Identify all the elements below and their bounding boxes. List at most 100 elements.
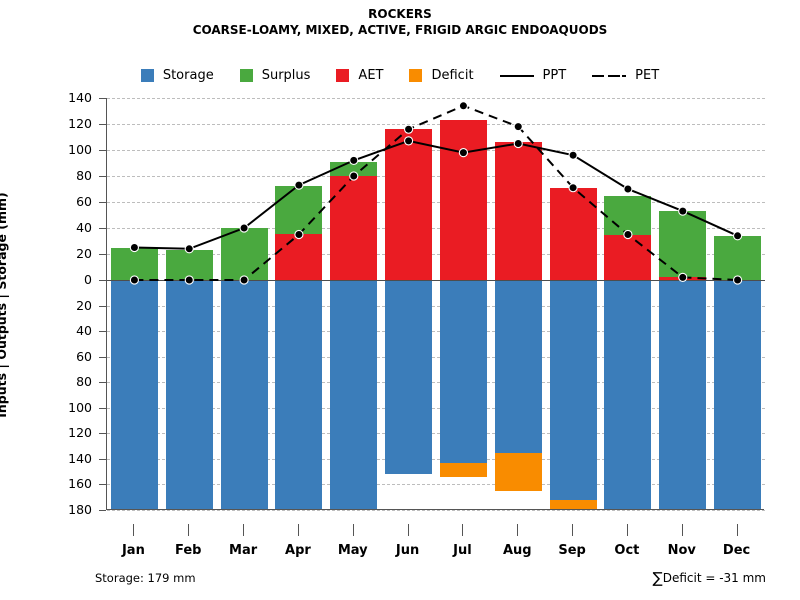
y-tick-mark (99, 458, 106, 460)
surplus-segment (275, 186, 323, 235)
surplus-segment (165, 250, 213, 280)
x-tick-mark (352, 524, 354, 536)
y-tick-label: 140 (68, 90, 92, 105)
y-tick-label: 160 (68, 476, 92, 492)
y-tick-mark (99, 382, 106, 384)
legend-label: Storage (162, 68, 214, 83)
legend-item-deficit[interactable]: Deficit (409, 68, 474, 83)
bar-down-dec (714, 280, 762, 509)
x-tick-label-jun: Jun (395, 543, 420, 558)
legend-item-surplus[interactable]: Surplus (239, 68, 310, 83)
y-tick-mark (99, 484, 106, 486)
bar-down-oct (604, 280, 652, 509)
ppt-marker (624, 185, 632, 193)
pet-path (134, 104, 738, 281)
bar-down-may (330, 280, 378, 509)
storage-segment (439, 280, 487, 463)
x-tick-label-nov: Nov (667, 543, 696, 558)
deficit-segment (494, 452, 542, 491)
surplus-segment (659, 211, 707, 278)
bar-down-jun (385, 280, 433, 475)
y-tick-label: 20 (76, 246, 92, 261)
legend-label: Deficit (431, 68, 474, 83)
square-swatch-icon (409, 69, 423, 82)
x-tick-mark (572, 524, 574, 536)
bar-up-feb (165, 250, 213, 280)
x-tick-mark (517, 524, 519, 536)
surplus-segment (714, 235, 762, 280)
gridline (107, 510, 765, 511)
storage-segment (220, 280, 268, 509)
storage-segment (165, 280, 213, 509)
legend-item-ppt[interactable]: PPT (499, 68, 566, 83)
chart-title: ROCKERS COARSE-LOAMY, MIXED, ACTIVE, FRI… (0, 6, 800, 38)
bar-up-aug (494, 142, 542, 280)
deficit-segment (439, 462, 487, 477)
aet-segment (494, 142, 542, 280)
y-tick-label: 80 (76, 374, 92, 390)
y-tick-label: 140 (68, 450, 92, 466)
y-tick-mark (99, 202, 106, 203)
bar-up-jan (110, 247, 158, 280)
x-tick-label-jan: Jan (121, 543, 145, 558)
ppt-marker (405, 137, 413, 145)
legend-item-storage[interactable]: Storage (140, 68, 214, 83)
square-swatch-icon (140, 69, 154, 82)
ppt-marker (514, 140, 522, 147)
gridline (107, 150, 765, 151)
y-tick-mark (99, 433, 106, 435)
pet-marker (624, 231, 632, 238)
chart-legend: Storage Surplus AET Deficit PPT PET (0, 68, 800, 83)
x-tick-label-may: May (337, 543, 368, 558)
legend-item-pet[interactable]: PET (592, 68, 659, 83)
y-axis-label: Inputs | Outputs | Storage (mm) (0, 192, 9, 418)
legend-label: PET (635, 68, 660, 83)
y-tick-label: 20 (76, 297, 92, 313)
y-tick-mark (99, 280, 106, 281)
x-tick-label-dec: Dec (722, 543, 751, 558)
y-tick-mark (99, 150, 106, 151)
pet-marker (350, 172, 358, 180)
x-tick-mark (736, 524, 738, 536)
y-tick-mark (99, 124, 106, 125)
pet-marker (514, 123, 522, 131)
x-tick-mark (462, 524, 464, 536)
gridline (107, 202, 765, 203)
aet-segment (330, 175, 378, 280)
storage-segment (714, 280, 762, 509)
chart-title-line1: ROCKERS (368, 7, 432, 21)
plot-area (106, 98, 765, 511)
y-tick-label: 120 (68, 116, 92, 131)
aet-segment (549, 187, 597, 280)
y-tick-label: 60 (76, 194, 92, 209)
ppt-marker (185, 245, 193, 253)
y-tick-label: 40 (76, 220, 92, 235)
y-tick-mark (99, 228, 106, 229)
gridline (107, 331, 765, 333)
x-tick-label-oct: Oct (614, 543, 640, 558)
x-tick-mark (407, 524, 409, 536)
ppt-marker (679, 207, 687, 215)
pet-marker (734, 276, 742, 284)
y-tick-mark (99, 407, 106, 409)
zero-line (107, 280, 765, 281)
ppt-marker (240, 224, 248, 232)
gridline (107, 382, 765, 384)
storage-segment (494, 280, 542, 453)
aet-segment (275, 234, 323, 280)
x-tick-mark (297, 524, 299, 536)
x-tick-mark (626, 524, 628, 536)
deficit-total-text: Deficit = -31 mm (662, 571, 766, 585)
ppt-marker (295, 181, 303, 189)
y-tick-mark (99, 331, 106, 333)
y-tick-mark (99, 254, 106, 255)
x-tick-mark (188, 524, 190, 536)
gridline (107, 228, 765, 229)
bar-up-dec (714, 235, 762, 280)
ppt-marker (350, 156, 358, 164)
x-tick-mark (243, 524, 245, 536)
legend-item-aet[interactable]: AET (336, 68, 383, 83)
surplus-segment (220, 228, 268, 280)
chart-title-line2: COARSE-LOAMY, MIXED, ACTIVE, FRIGID ARGI… (192, 23, 608, 37)
